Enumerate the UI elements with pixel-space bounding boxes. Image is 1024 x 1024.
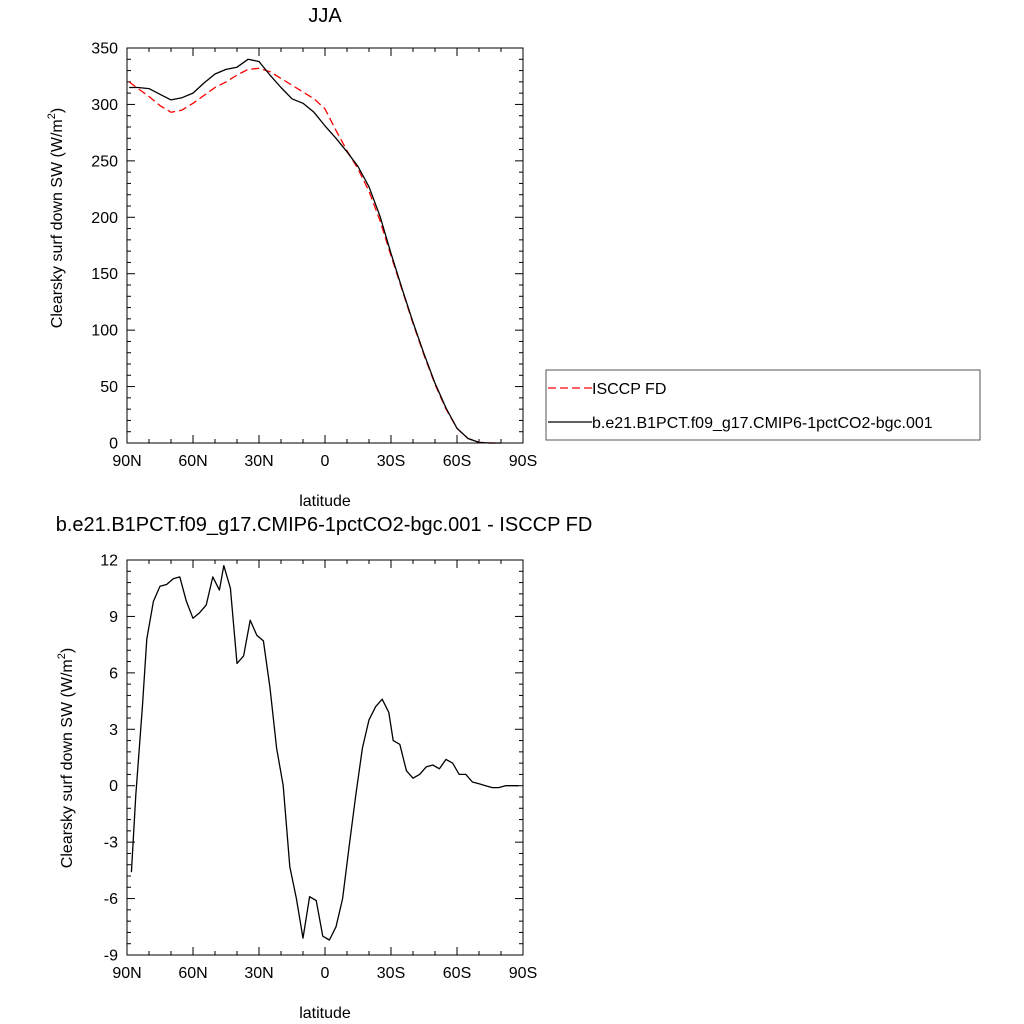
bottom-chart-y-tick-label: -3	[104, 835, 118, 852]
top-chart-x-tick-label: 90S	[509, 453, 537, 470]
top-chart-x-tick-label: 30S	[377, 453, 405, 470]
bottom-chart-x-tick-label: 60N	[178, 965, 207, 982]
top-chart-y-tick-label: 0	[109, 436, 118, 453]
top-chart-x-tick-label: 60S	[443, 453, 471, 470]
bottom-chart-x-tick-label: 0	[321, 965, 330, 982]
bottom-chart-y-tick-label: -6	[104, 891, 118, 908]
bottom-chart-y-tick-label: 12	[100, 553, 118, 570]
bottom-chart-x-tick-label: 90S	[509, 965, 537, 982]
top-chart-x-tick-label: 0	[321, 453, 330, 470]
top-chart-series-line-0	[128, 67, 501, 444]
bottom-chart-y-axis-label: Clearsky surf down SW (W/m2)	[56, 648, 76, 868]
bottom-chart-x-tick-label: 30N	[244, 965, 273, 982]
bottom-chart-y-tick-label: -9	[104, 948, 118, 965]
top-chart-frame	[126, 47, 524, 444]
top-chart-x-tick-label: 30N	[244, 453, 273, 470]
top-chart-y-tick-label: 50	[100, 379, 118, 396]
top-chart-title: JJA	[308, 5, 342, 27]
bottom-chart-x-axis-label: latitude	[299, 1005, 351, 1022]
top-chart-plot: 90N 60N 30N 0 30S 60S 90S 0 50 100 150 200 250 300 350	[91, 41, 537, 471]
top-chart-y-axis-label: Clearsky surf down SW (W/m2)	[46, 108, 66, 328]
top-chart-x-tick-label: 60N	[178, 453, 207, 470]
bottom-chart-x-tick-label: 60S	[443, 965, 471, 982]
bottom-chart-y-tick-label: 9	[109, 609, 118, 626]
bottom-chart-y-tick-label: 0	[109, 778, 118, 795]
bottom-chart-title: b.e21.B1PCT.f09_g17.CMIP6-1pctCO2-bgc.00…	[56, 514, 593, 536]
top-chart-y-tick-label: 350	[91, 41, 118, 58]
bottom-chart-x-tick-label: 30S	[377, 965, 405, 982]
bottom-chart-y-tick-label: 3	[109, 722, 118, 739]
top-chart-x-axis-label: latitude	[299, 493, 351, 510]
top-chart-x-tick-label: 90N	[112, 453, 141, 470]
bottom-chart-frame	[126, 559, 524, 956]
legend-label-model: b.e21.B1PCT.f09_g17.CMIP6-1pctCO2-bgc.00…	[592, 415, 933, 432]
top-chart-series-line-1	[129, 58, 501, 444]
top-chart-y-tick-label: 150	[91, 266, 118, 283]
top-chart-y-tick-label: 100	[91, 323, 118, 340]
top-chart-legend: ISCCP FD b.e21.B1PCT.f09_g17.CMIP6-1pctC…	[545, 369, 981, 441]
legend-label-isccp: ISCCP FD	[592, 381, 666, 398]
bottom-chart-plot: 90N 60N 30N 0 30S 60S 90S -9 -6 -3 0 3 6 9 12	[100, 553, 537, 983]
top-chart-y-tick-label: 250	[91, 153, 118, 170]
top-chart-y-tick-label: 300	[91, 97, 118, 114]
bottom-chart-x-tick-label: 90N	[112, 965, 141, 982]
top-chart-y-tick-label: 200	[91, 210, 118, 227]
bottom-chart-series-line-0	[130, 564, 519, 941]
legend-box	[545, 369, 981, 441]
bottom-chart-y-tick-label: 6	[109, 665, 118, 682]
